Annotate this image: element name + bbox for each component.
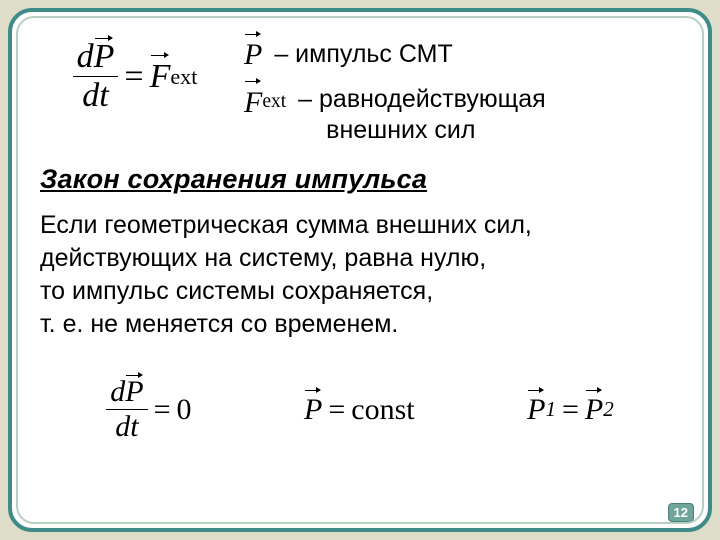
- law-line3: то импульс системы сохраняется,: [40, 275, 680, 308]
- law-line2: действующих на систему, равна нулю,: [40, 242, 680, 275]
- symbol-F-ext: Fext: [244, 84, 286, 122]
- page-number-badge: 12: [668, 503, 694, 522]
- eq-dpdt-zero: dP dt = 0: [106, 377, 191, 442]
- p-definition: – импульс СМТ: [274, 39, 452, 70]
- definitions: P – импульс СМТ Fext – равнодействующая …: [244, 36, 680, 146]
- eq-p1-p2: P1 = P2: [527, 393, 614, 427]
- top-section: dP dt = Fext P – импульс СМТ Fext: [40, 36, 680, 146]
- symbol-P: P: [244, 36, 262, 74]
- slide-frame: dP dt = Fext P – импульс СМТ Fext: [8, 8, 712, 532]
- f-definition-line1: – равнодействующая: [298, 84, 546, 115]
- main-equation: dP dt = Fext: [40, 36, 230, 113]
- eq-p-const: P = const: [304, 393, 415, 427]
- vector-P: P: [94, 40, 115, 74]
- vector-F-ext: F: [150, 58, 171, 96]
- law-line4: т. е. не меняется со временем.: [40, 308, 680, 341]
- law-title: Закон сохранения импульса: [40, 164, 680, 195]
- law-body: Если геометрическая сумма внешних сил, д…: [40, 209, 680, 341]
- f-definition-line2: внешних сил: [298, 115, 546, 146]
- equations-row: dP dt = 0 P = const P1 = P2: [40, 377, 680, 442]
- diff-d: d: [77, 38, 94, 75]
- law-line1: Если геометрическая сумма внешних сил,: [40, 209, 680, 242]
